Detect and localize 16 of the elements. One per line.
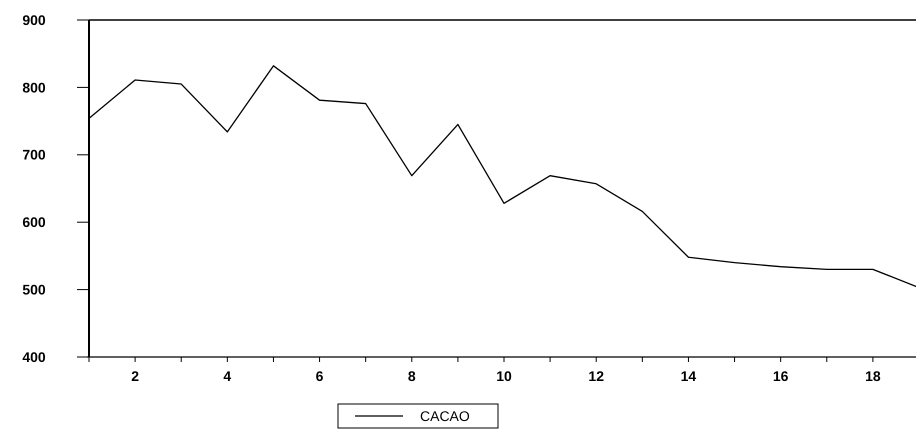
x-tick-label: 2	[131, 368, 140, 384]
x-tick-label: 10	[496, 368, 512, 384]
y-tick-label: 900	[22, 12, 46, 28]
y-tick-label: 800	[22, 79, 46, 96]
y-tick-label: 600	[22, 214, 46, 230]
x-tick-label: 14	[680, 368, 696, 384]
y-tick-label: 400	[22, 348, 46, 365]
x-tick-label: 4	[223, 368, 232, 384]
x-tick-label: 8	[408, 368, 416, 384]
y-tick-label: 500	[22, 282, 46, 298]
x-tick-label: 18	[865, 368, 881, 384]
y-tick-label: 700	[22, 146, 46, 163]
x-tick-label: 12	[588, 368, 604, 384]
legend-label: CACAO	[420, 408, 470, 424]
x-tick-label: 6	[316, 368, 324, 384]
x-tick-label: 16	[772, 368, 789, 384]
